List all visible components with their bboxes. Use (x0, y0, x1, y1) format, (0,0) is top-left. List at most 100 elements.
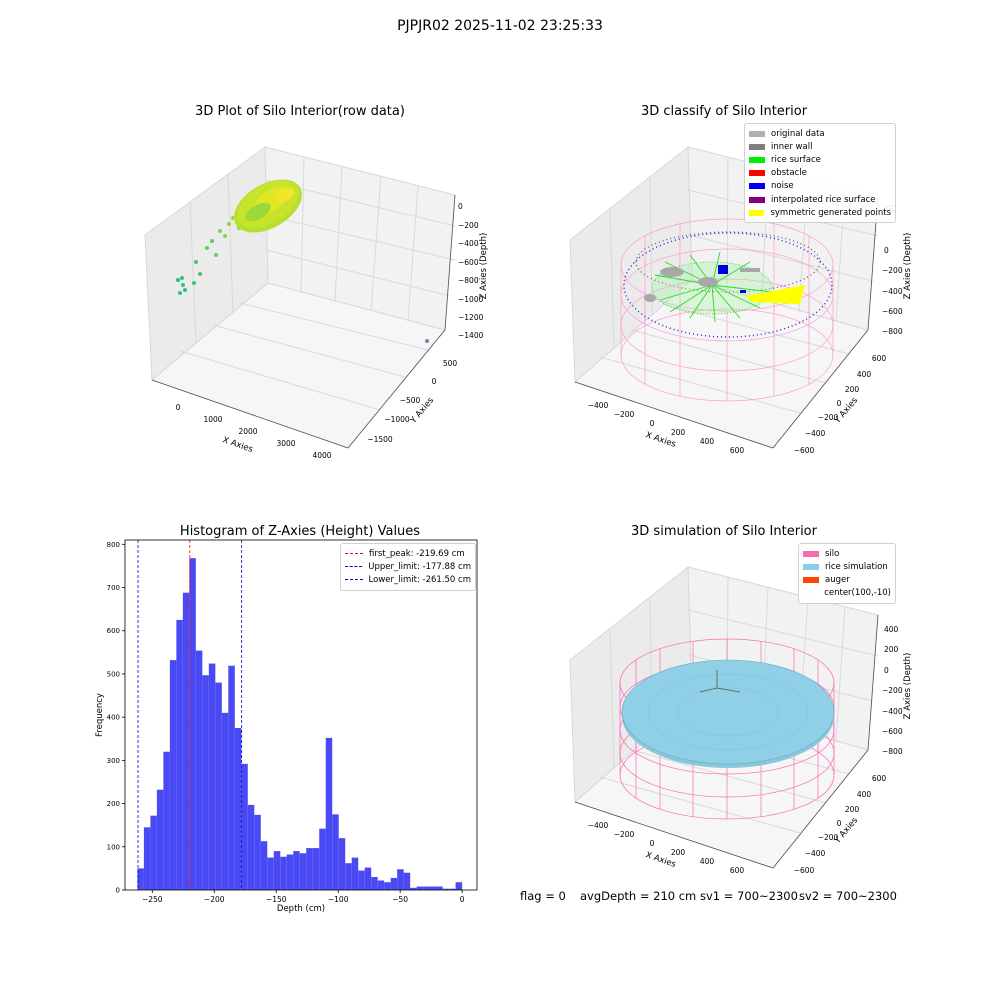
histogram-bar (195, 650, 203, 890)
histogram-ytick-label: 300 (107, 757, 120, 765)
histogram-bar (163, 751, 170, 890)
plot4-ztick: −600 (882, 727, 903, 736)
plot4-ztick: −400 (882, 707, 903, 716)
histogram-bar (241, 763, 248, 890)
plot1-ztick: −1200 (458, 313, 484, 322)
plot1-xtick: 0 (176, 403, 181, 412)
plot1-ztick: −200 (458, 221, 479, 230)
histogram-bar (423, 886, 430, 890)
histogram-legend-item: Upper_limit: -177.88 cm (345, 560, 471, 573)
plot2-xtick: 0 (650, 419, 655, 428)
plot4-ytick: −600 (794, 866, 815, 875)
histogram-bar (215, 682, 222, 890)
histogram-bar (150, 815, 157, 890)
histogram-bar (319, 828, 326, 890)
histogram-bar (345, 863, 352, 890)
plot2-title: 3D classify of Silo Interior (640, 104, 808, 119)
plot1-ztick: −800 (458, 276, 479, 285)
plot2-ytick: −200 (818, 413, 839, 422)
histogram-bar (208, 663, 216, 890)
histogram-legend-item: Lower_limit: -261.50 cm (345, 573, 471, 586)
histogram-xtick-label: −50 (392, 895, 408, 904)
plot4-ytick: −400 (805, 849, 826, 858)
plot1-3d-axes: 0 1000 2000 3000 4000 X Axies 500 0 −500… (144, 146, 489, 460)
histogram-reference-lines (137, 540, 243, 890)
histogram-bar (351, 857, 359, 890)
histogram-xtick-label: −150 (266, 895, 287, 904)
plot1-ztick: −600 (458, 258, 479, 267)
plot2-original-data (644, 267, 760, 302)
histogram-bar (338, 838, 346, 890)
histogram-ytick-label: 800 (107, 541, 120, 549)
histogram-ytick-label: 200 (107, 800, 120, 808)
histogram-bar (280, 856, 287, 890)
plot1-ytick: −1000 (384, 415, 410, 424)
sv2-text: sv2 = 700~2300 (799, 889, 897, 903)
plot2-symmetric-points (745, 285, 805, 304)
plot4-ztick: 0 (884, 666, 889, 675)
plot2-ztick: −400 (882, 287, 903, 296)
histogram-ytick-label: 100 (107, 843, 120, 851)
plot4-ytick: 200 (845, 805, 860, 814)
histogram-chart: −250 −200 −150 −100 −50 0 0 100 200 300 400 500 600… (95, 539, 478, 914)
histogram-ytick-label: 500 (107, 670, 120, 678)
plot4-rice-surface (621, 659, 835, 768)
histogram-bar (410, 887, 417, 890)
plot2-legend-item: noise (749, 180, 891, 193)
plot1-xtick: 4000 (312, 451, 331, 460)
plot4-ytick: 400 (857, 790, 872, 799)
histogram-bar (137, 868, 144, 890)
histogram-bar (449, 888, 456, 890)
histogram-bar (254, 814, 261, 890)
plot4-ytick: −200 (818, 833, 839, 842)
histogram-xtick-label: −250 (142, 895, 163, 904)
histogram-bar (273, 851, 281, 890)
plot4-ztick: −800 (882, 747, 903, 756)
plot2-ztick: 0 (884, 246, 889, 255)
histogram-bar (143, 827, 151, 890)
plot4-xtick: 600 (730, 866, 745, 875)
plot2-ytick: 200 (845, 385, 860, 394)
plot2-legend: original data inner wall rice surface ob… (744, 123, 896, 224)
histogram-xtick-label: 0 (460, 895, 465, 904)
plot1-xlabel: X Axies (221, 435, 254, 455)
flag-text: flag = 0 (520, 889, 566, 903)
histogram-bar (325, 737, 333, 890)
plot1-xtick: 1000 (203, 415, 222, 424)
histogram-bar (436, 886, 443, 890)
histogram-bar (189, 558, 196, 890)
histogram-bars (137, 558, 463, 890)
plot1-ztick: −1400 (458, 331, 484, 340)
plot2-legend-item: interpolated rice surface (749, 193, 891, 206)
histogram-bar (403, 872, 411, 890)
histogram-bar (397, 869, 404, 890)
plot2-ytick: −600 (794, 446, 815, 455)
histogram-frame (124, 539, 478, 891)
histogram-legend-item: first_peak: -219.69 cm (345, 547, 471, 560)
plot4-title: 3D simulation of Silo Interior (631, 524, 817, 539)
plot2-ytick: 0 (837, 399, 842, 408)
plot4-legend-item: center(100,-10) (824, 588, 891, 599)
plot2-legend-item: symmetric generated points (749, 206, 891, 219)
plot2-xtick: −400 (588, 401, 609, 410)
plot2-zlabel: Z Axies (Depth) (903, 233, 913, 300)
histogram-bar (299, 853, 307, 890)
histogram-title: Histogram of Z-Axies (Height) Values (179, 524, 421, 539)
plot4-ztick: 200 (884, 645, 899, 654)
histogram-bar (442, 888, 450, 890)
plot1-surface-cluster (234, 179, 302, 233)
plot4-legend-item: auger (803, 573, 891, 586)
histogram-xtick-label: −100 (328, 895, 349, 904)
histogram-bar (202, 675, 209, 890)
figure-title: PJPJR02 2025-11-02 23:25:33 (397, 18, 603, 34)
histogram-bar (455, 882, 463, 890)
plot4-ytick: 600 (872, 774, 887, 783)
histogram-bar (312, 848, 320, 890)
histogram-legend: first_peak: -219.69 cm Upper_limit: -177… (340, 543, 476, 591)
histogram-bar (228, 665, 235, 890)
histogram-bar (384, 882, 391, 890)
histogram-xtick-label: −200 (204, 895, 225, 904)
plot2-ztick: −800 (882, 327, 903, 336)
plot1-gridlines (179, 156, 456, 411)
plot1-ztick: 0 (458, 202, 463, 211)
